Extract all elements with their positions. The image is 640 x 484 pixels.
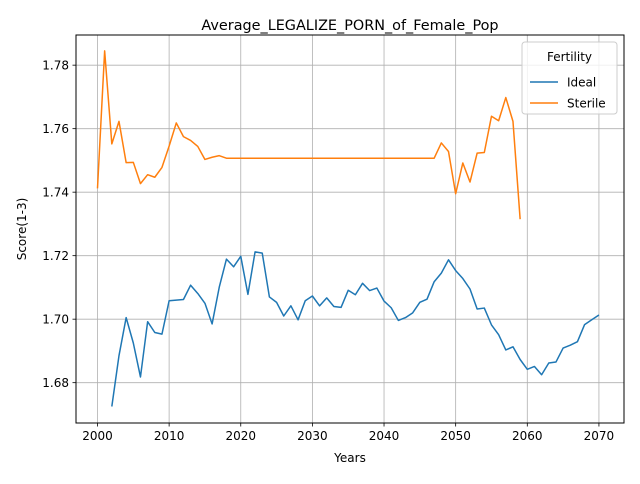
- y-axis-label: Score(1-3): [15, 198, 29, 261]
- x-tick-label: 2000: [82, 429, 113, 443]
- x-tick-label: 2010: [154, 429, 185, 443]
- series-lines: [96, 50, 600, 407]
- series-line-sterile: [96, 50, 521, 220]
- plot-frame: [75, 34, 625, 424]
- x-axis-label: Years: [333, 451, 366, 465]
- x-tick-label: 2020: [225, 429, 256, 443]
- series-line-ideal: [111, 251, 600, 407]
- legend-items: Ideal Sterile: [530, 76, 606, 111]
- legend-box: [521, 41, 618, 115]
- legend-label-sterile: Sterile: [567, 97, 606, 111]
- x-tick-label: 2050: [440, 429, 471, 443]
- y-tick-label: 1.74: [42, 186, 69, 200]
- x-axis-ticks: 2000 2010 2020 2030 2040 2050 2060 2070: [82, 423, 614, 443]
- x-tick-label: 2070: [584, 429, 615, 443]
- y-tick-label: 1.70: [42, 313, 69, 327]
- legend: Fertility Ideal Sterile: [521, 41, 618, 115]
- legend-label-ideal: Ideal: [567, 76, 596, 90]
- chart-title: Average_LEGALIZE_PORN_of_Female_Pop: [201, 18, 498, 34]
- legend-title: Fertility: [547, 50, 592, 64]
- y-tick-label: 1.78: [42, 59, 69, 73]
- x-tick-label: 2060: [512, 429, 543, 443]
- y-tick-label: 1.68: [42, 376, 69, 390]
- y-tick-label: 1.72: [42, 249, 69, 263]
- y-tick-label: 1.76: [42, 122, 69, 136]
- x-tick-label: 2030: [297, 429, 328, 443]
- x-tick-label: 2040: [369, 429, 400, 443]
- y-axis-ticks: 1.68 1.70 1.72 1.74 1.76 1.78: [42, 59, 76, 390]
